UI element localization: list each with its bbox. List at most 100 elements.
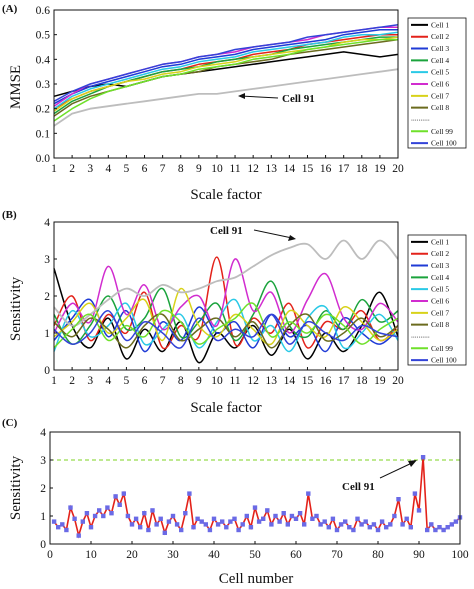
x-tick-label: 11 (230, 375, 241, 387)
legend-label: Cell 99 (431, 127, 453, 136)
data-point-marker (293, 516, 299, 521)
data-point-marker (334, 527, 340, 533)
data-point-marker (343, 519, 348, 524)
legend-label: Cell 6 (431, 297, 449, 306)
x-tick-label: 2 (69, 163, 75, 175)
panel-a-ticks: 1 2 3 4 5 6 7 8 9 10 11 12 13 14 15 16 17 18 19 200.00.10.2… (36, 5, 404, 175)
legend-label: Cell 100 (431, 139, 457, 148)
data-point-marker (310, 516, 315, 521)
series-line-cell-6 (53, 258, 399, 334)
data-point-marker (146, 527, 151, 533)
series-line-cell-7 (53, 36, 399, 112)
x-tick-label: 12 (247, 375, 259, 387)
data-point-marker (248, 525, 254, 530)
legend-label: Cell 7 (431, 308, 449, 317)
data-point-marker (359, 522, 364, 527)
y-tick-label: 2 (44, 291, 50, 303)
data-point-marker (330, 516, 336, 521)
x-tick-label: 1 (51, 163, 57, 175)
data-point-marker (338, 522, 344, 527)
panel-b-ylabel: Sensitivity (8, 276, 24, 341)
legend-label: Cell 2 (431, 32, 449, 41)
series-line-cell-8 (53, 313, 399, 349)
data-point-marker (412, 491, 418, 496)
data-point-marker (429, 522, 434, 527)
series-line-sensitivity (53, 457, 461, 539)
data-point-marker (179, 527, 184, 533)
panel-c-xlabel: Cell number (219, 571, 294, 587)
legend-label: Cell 1 (431, 20, 449, 29)
y-tick-label: 0.0 (36, 153, 51, 165)
x-tick-label: 6 (142, 375, 148, 387)
x-tick-label: 11 (230, 163, 241, 175)
data-point-marker (375, 527, 381, 533)
data-point-marker (289, 513, 295, 519)
data-point-marker (84, 511, 90, 516)
panel-b-series-layer (53, 239, 399, 364)
data-point-marker (326, 525, 331, 530)
x-tick-label: 2 (69, 375, 75, 387)
data-point-marker (363, 519, 368, 524)
series-line-cell-2 (53, 33, 398, 110)
y-tick-label: 3 (44, 254, 50, 266)
panel-a-annotation: Cell 91 (238, 93, 315, 105)
data-point-marker (207, 527, 213, 533)
y-tick-label: 2 (40, 483, 46, 495)
panel-b-legend: Cell 1 Cell 2 Cell 3 Cell 4 Cell 5 Cell 6 Cell… (407, 234, 467, 366)
legend-ellipsis: .......... (411, 330, 430, 339)
data-point-marker (297, 511, 303, 516)
data-point-marker (129, 522, 135, 527)
data-point-marker (400, 522, 405, 527)
data-point-marker (68, 505, 73, 510)
data-point-marker (302, 522, 307, 527)
legend-label: Cell 8 (431, 320, 449, 329)
data-point-marker (105, 505, 110, 510)
legend-label: Cell 4 (431, 56, 449, 65)
x-tick-label: 100 (451, 549, 469, 561)
x-tick-label: 40 (208, 549, 220, 561)
x-tick-label: 16 (320, 163, 332, 175)
data-point-marker (322, 519, 327, 524)
legend-label: Cell 2 (431, 249, 449, 258)
x-tick-label: 5 (124, 163, 130, 175)
data-point-marker (281, 511, 286, 516)
y-tick-label: 1 (40, 511, 46, 523)
data-point-marker (306, 491, 311, 496)
series-line-cell-3 (53, 28, 398, 105)
panel-c-annotation-arrow (379, 461, 415, 479)
x-tick-label: 0 (47, 549, 53, 561)
data-point-marker (318, 522, 323, 527)
data-point-marker (367, 525, 372, 530)
data-point-marker (228, 519, 233, 524)
data-point-marker (285, 522, 290, 527)
x-tick-label: 10 (85, 549, 97, 561)
legend-label: Cell 4 (431, 273, 449, 282)
panel-a-legend: Cell 1 Cell 2 Cell 3 Cell 4 Cell 5 Cell 6 Cell… (407, 17, 467, 149)
data-point-marker (220, 519, 225, 524)
panel-a-ylabel: MMSE (8, 65, 24, 109)
y-tick-label: 0.2 (36, 104, 51, 116)
x-tick-label: 20 (392, 163, 404, 175)
x-tick-label: 17 (338, 375, 350, 387)
data-point-marker (371, 522, 377, 527)
x-tick-label: 18 (356, 163, 368, 175)
panel-a-label: (A) (2, 3, 18, 15)
legend-label: Cell 5 (431, 285, 449, 294)
panel-b-sensitivity-chart: (B) Sensitivity Scale factor 1 2 3 4 5 6 7 8 9 10… (2, 209, 467, 416)
data-point-marker (347, 525, 352, 530)
x-tick-label: 14 (284, 375, 296, 387)
data-point-marker (425, 527, 430, 533)
data-point-marker (396, 497, 401, 502)
series-line-cell-1 (53, 51, 399, 98)
panel-c-series-layer (51, 455, 463, 539)
panel-b-annotation-label: Cell 91 (210, 225, 243, 237)
data-point-marker (445, 525, 450, 530)
data-point-marker (187, 491, 192, 496)
data-point-marker (420, 455, 426, 460)
data-point-marker (56, 525, 61, 530)
panel-a-annotation-arrowhead (238, 93, 245, 99)
data-point-marker (384, 525, 389, 530)
data-point-marker (449, 522, 454, 527)
legend-label: Cell 8 (431, 103, 449, 112)
data-point-marker (117, 502, 122, 507)
